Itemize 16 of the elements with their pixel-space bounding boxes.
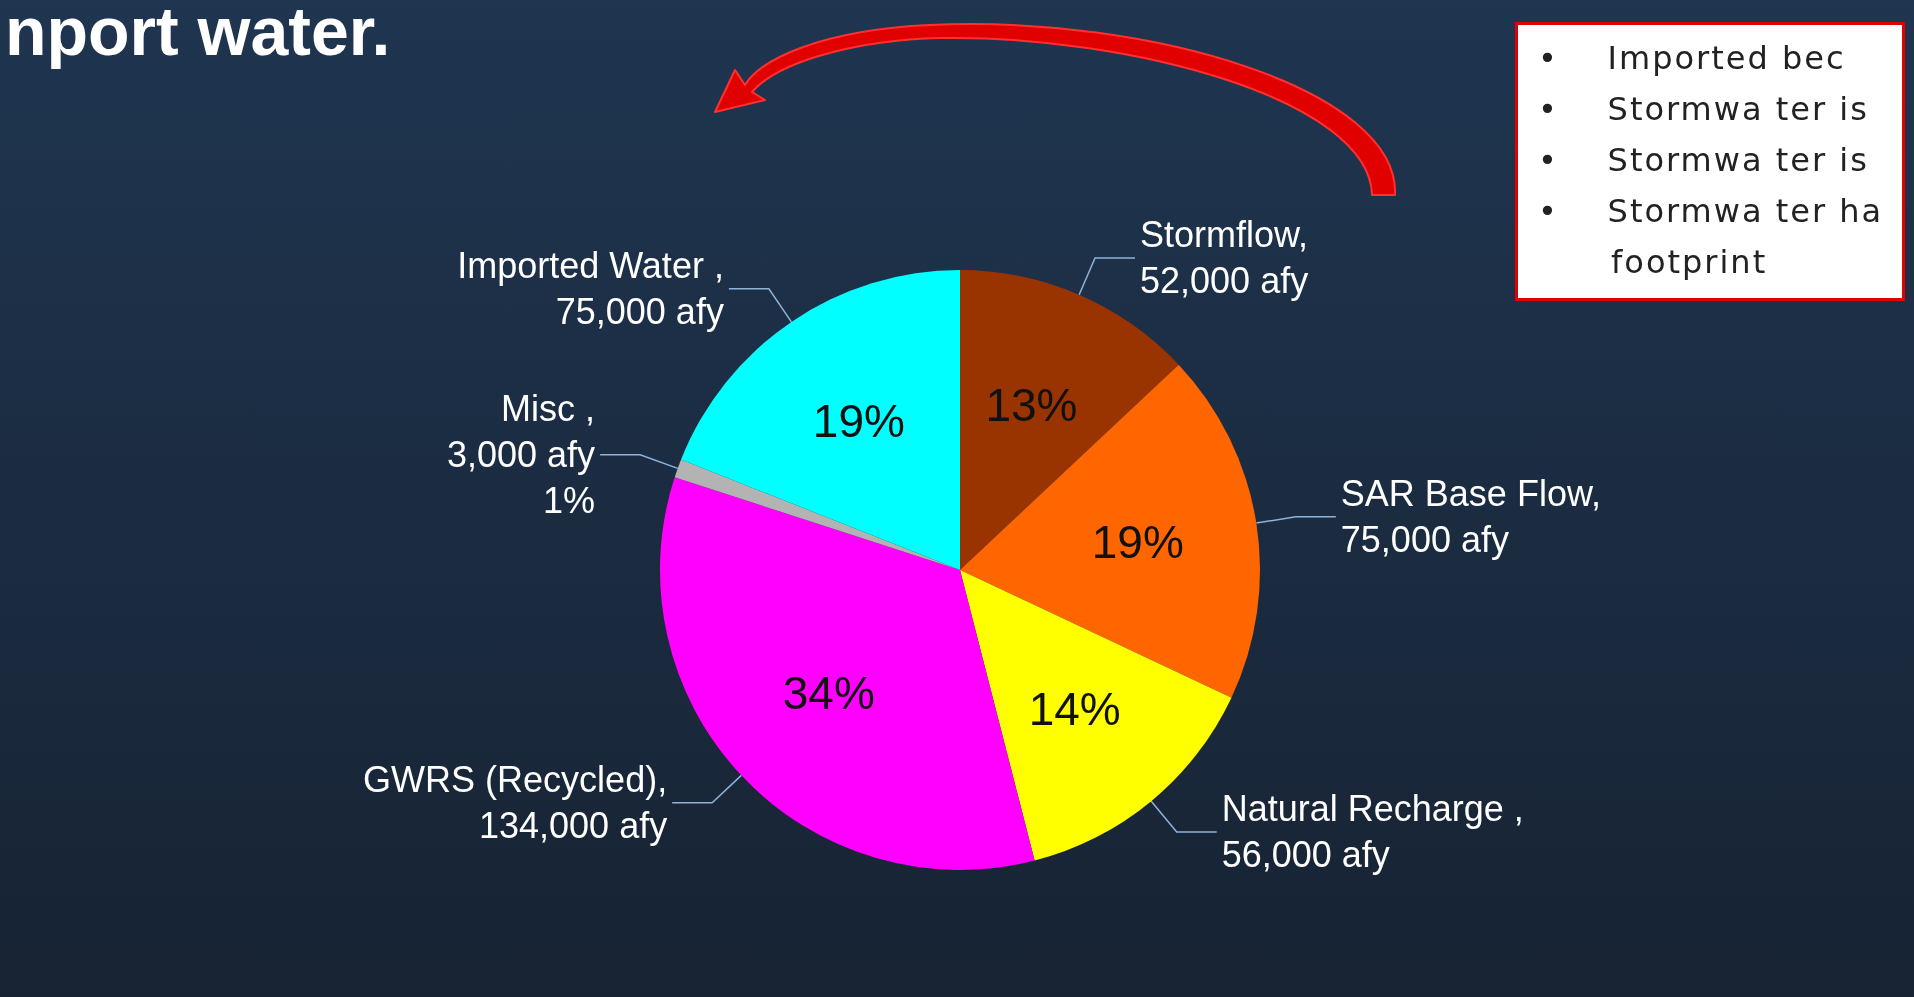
chart-title: nport water. xyxy=(5,0,391,69)
data-label: 13% xyxy=(985,378,1078,431)
slice-label: Imported Water , 75,000 afy xyxy=(457,245,724,333)
slice-label: GWRS (Recycled), 134,000 afy xyxy=(363,759,668,847)
text: • Stormwa ter ha footprint xyxy=(1538,191,1885,283)
slice-label: Natural Recharge , 56,000 afy xyxy=(1221,788,1524,876)
data-label: 19% xyxy=(812,395,905,448)
text: • Stormwa ter is xyxy=(1538,140,1870,181)
slice-label: Stormflow, 52,000 afy xyxy=(1140,214,1309,302)
data-label: 34% xyxy=(782,667,875,720)
data-label: 14% xyxy=(1028,682,1121,735)
slice-label: SAR Base Flow, 75,000 afy xyxy=(1340,473,1601,561)
slice-label: Misc , 3,000 afy 1% xyxy=(446,388,596,522)
data-label: 19% xyxy=(1091,515,1184,568)
text: • Stormwa ter is xyxy=(1538,89,1870,130)
text: • Imported bec xyxy=(1538,38,1847,79)
